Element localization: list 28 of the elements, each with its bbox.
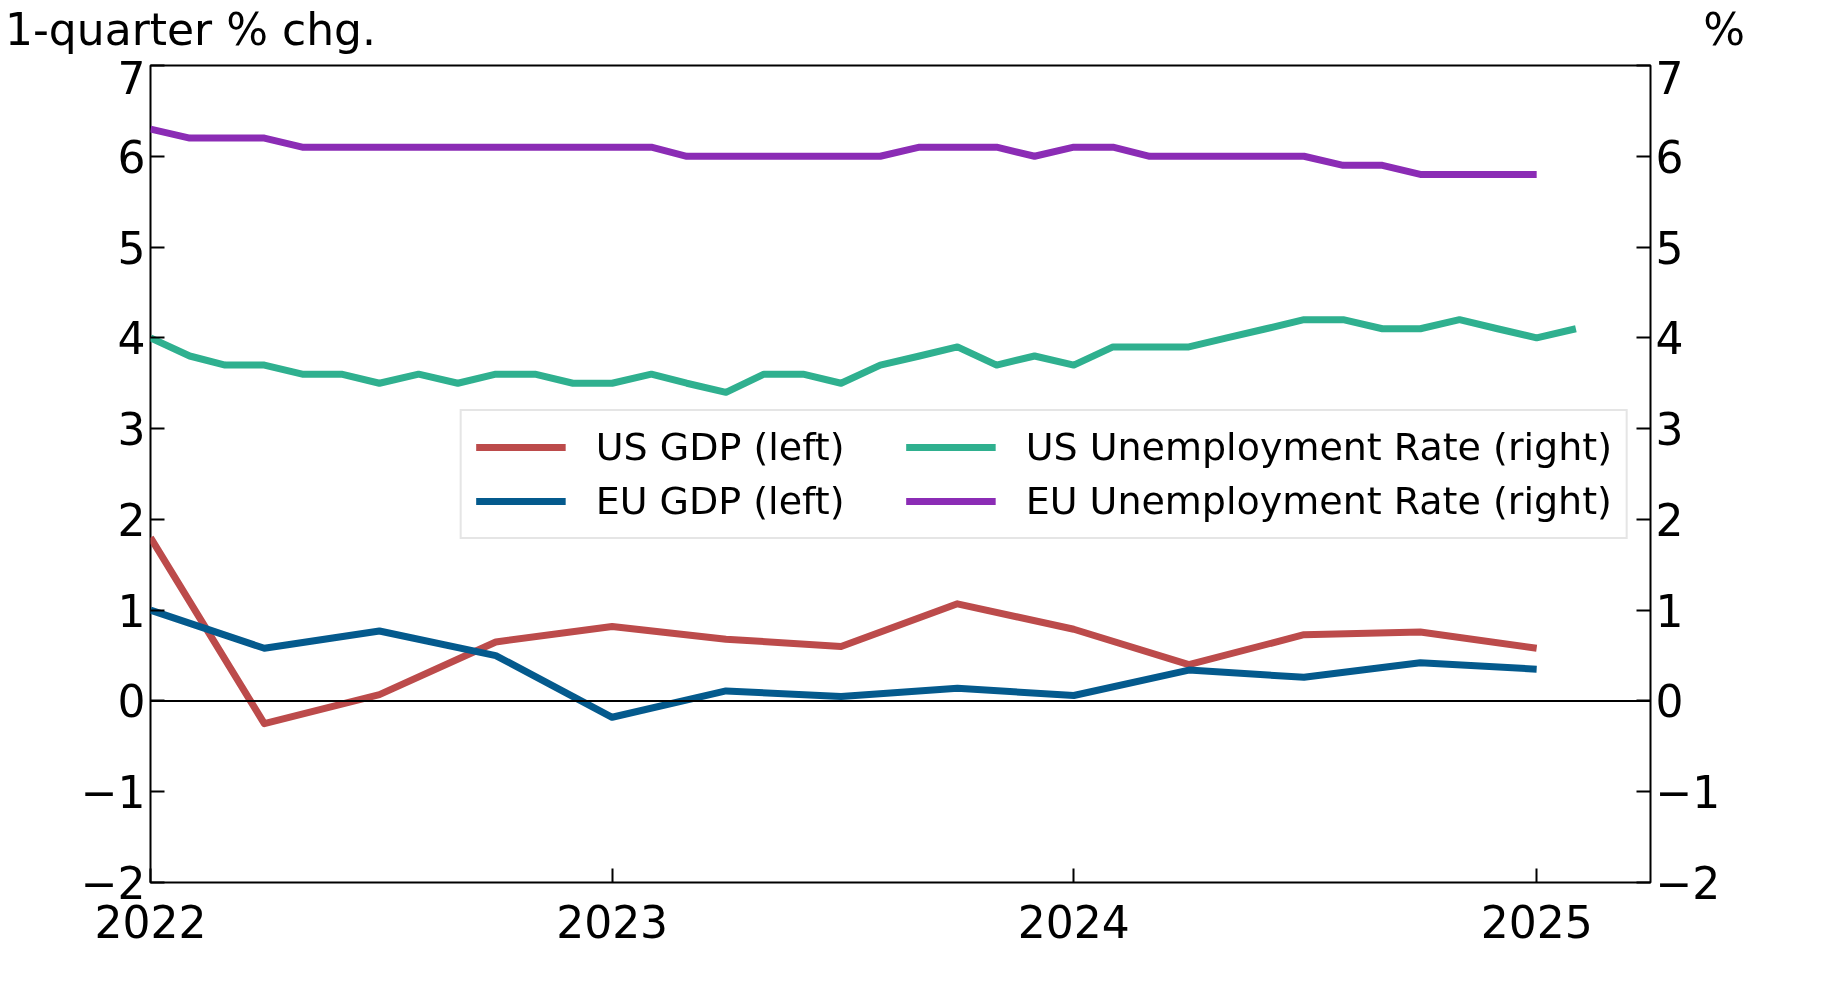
- y-tick-label: 3: [117, 404, 146, 456]
- y-tick-label: 1: [117, 585, 146, 637]
- y-axis-title: 1-quarter % chg.: [5, 4, 376, 55]
- y-tick-label: 4: [117, 313, 146, 365]
- legend-label: EU GDP (left): [595, 478, 846, 523]
- legend-label: US GDP (left): [595, 424, 846, 469]
- y2-tick-label: 5: [1655, 222, 1684, 274]
- y2-tick-label: −1: [1655, 767, 1721, 819]
- y2-tick-label: 0: [1655, 676, 1684, 728]
- y2-tick-label: −2: [1655, 858, 1721, 909]
- x-tick-label: 2024: [1017, 896, 1130, 948]
- y2-tick-label: 4: [1655, 313, 1684, 365]
- y2-tick-label: 2: [1655, 494, 1684, 546]
- y2-tick-label: 6: [1655, 131, 1684, 183]
- x-tick-label: 2023: [556, 896, 669, 948]
- y2-tick-label: 1: [1655, 585, 1684, 637]
- y2-tick-label: 7: [1655, 52, 1684, 104]
- y-tick-label: 6: [117, 131, 146, 183]
- legend-label: US Unemployment Rate (right): [1025, 424, 1612, 469]
- y-tick-label: −1: [80, 767, 146, 819]
- y2-tick-label: 3: [1655, 404, 1684, 456]
- y-tick-label: 5: [117, 222, 146, 274]
- y-tick-label: 0: [117, 676, 146, 728]
- y2-axis-title: %: [1703, 4, 1746, 55]
- x-tick-label: 2025: [1480, 896, 1593, 948]
- y-tick-label: 2: [117, 494, 146, 546]
- y-tick-label: 7: [117, 52, 146, 104]
- legend-label: EU Unemployment Rate (right): [1025, 478, 1612, 523]
